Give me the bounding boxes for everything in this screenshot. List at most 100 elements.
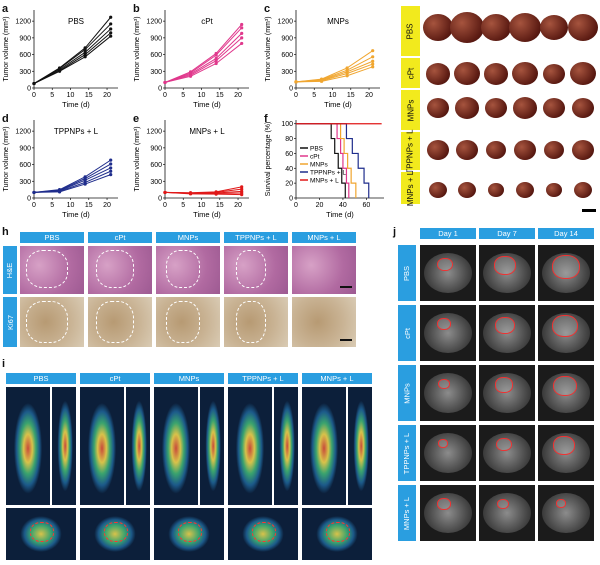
x-tick-label: 0 — [32, 92, 36, 99]
data-point — [345, 66, 349, 70]
pet-coronal-view — [80, 387, 124, 505]
series-line — [164, 33, 243, 83]
x-tick-label: 20 — [316, 202, 324, 209]
data-point — [109, 31, 113, 35]
data-point — [240, 185, 244, 189]
mri-slice — [538, 365, 594, 421]
legend-label: MNPs + L — [310, 178, 339, 185]
y-tick-label: 600 — [281, 52, 293, 59]
j-col-day1: Day 1 — [420, 228, 476, 239]
g-row-label-pbs: PBS — [401, 6, 420, 56]
tumor-boundary — [166, 301, 200, 343]
y-tick-label: 60 — [285, 151, 293, 158]
tumor-photo — [458, 182, 476, 199]
h-col-mnps: MNPs — [156, 232, 220, 243]
data-point — [214, 192, 218, 196]
pet-coronal-view — [154, 387, 198, 505]
tumor-photo — [543, 64, 565, 84]
j-row-pbs: PBS — [398, 245, 416, 301]
pet-sagittal-view — [274, 387, 298, 505]
tumor-boundary — [236, 250, 266, 288]
tumor-roi — [496, 498, 509, 509]
g-row-label-mnps-l: MNPs + L — [401, 170, 420, 206]
x-tick-label: 0 — [163, 92, 167, 99]
tumor-photo — [572, 98, 594, 118]
y-axis-label: Tumor volume (mm³) — [265, 16, 272, 81]
x-tick-label: 20 — [234, 92, 242, 99]
data-point — [57, 69, 62, 73]
series-line — [33, 23, 112, 84]
data-point — [57, 190, 62, 194]
series-line — [33, 170, 111, 193]
data-point — [83, 47, 87, 52]
scale-bar — [340, 339, 352, 341]
data-point — [109, 173, 113, 177]
he-stain-image — [88, 246, 152, 294]
data-point — [319, 79, 324, 83]
panel-letter-d: d — [2, 113, 9, 125]
series-line — [33, 167, 111, 193]
data-point — [240, 22, 244, 27]
chart-e-mnps-l: 0 300 600 900 1200 0 5 10 15 20 Time (d) Tumor volu… — [134, 120, 249, 219]
data-point — [371, 49, 375, 53]
tumor-roi — [556, 499, 566, 508]
data-point — [240, 41, 244, 46]
tumor-photo — [509, 13, 541, 42]
x-axis-label: Time (d) — [193, 100, 221, 109]
data-point — [371, 65, 375, 69]
tumor-roi — [552, 315, 578, 338]
x-tick-label: 60 — [363, 202, 371, 209]
x-tick-label: 5 — [50, 202, 54, 209]
tumor-boundary — [236, 301, 266, 343]
y-tick-label: 100 — [281, 121, 293, 128]
tumor-photo — [486, 141, 506, 159]
h-col-tppnps-l: TPPNPs + L — [224, 232, 288, 243]
legend-label: cPt — [310, 154, 320, 161]
data-point — [188, 192, 193, 196]
ki67-stain-image — [20, 297, 84, 347]
series-line — [164, 24, 243, 83]
tumor-roi — [495, 437, 512, 452]
pet-coronal-view — [302, 387, 346, 505]
tumor-photo — [546, 183, 562, 198]
data-point — [83, 178, 87, 182]
i-col-pbs: PBS — [6, 373, 76, 384]
data-point — [109, 166, 113, 170]
panel-letter-i: i — [2, 358, 6, 370]
tumor-photo — [568, 14, 598, 41]
data-point — [83, 52, 87, 57]
mri-body-section — [542, 313, 590, 353]
x-tick-label: 15 — [216, 92, 224, 99]
series-line — [164, 37, 243, 83]
panel-letter-b: b — [133, 3, 140, 15]
x-tick-label: 10 — [198, 202, 206, 209]
data-point — [109, 27, 113, 31]
y-tick-label: 300 — [19, 69, 31, 76]
x-tick-label: 15 — [347, 92, 355, 99]
tumor-photo — [512, 62, 538, 86]
tumor-boundary — [96, 301, 134, 343]
data-point — [109, 15, 113, 19]
chart-title: PBS — [68, 17, 84, 26]
series-line — [296, 123, 370, 198]
j-row-cpt: cPt — [398, 305, 416, 361]
y-tick-label: 600 — [19, 162, 31, 169]
ki67-stain-image — [88, 297, 152, 347]
x-tick-label: 10 — [67, 202, 75, 209]
y-tick-label: 300 — [150, 69, 162, 76]
pet-axial-view — [154, 508, 224, 560]
data-point — [240, 36, 244, 40]
series-line — [164, 27, 243, 83]
data-point — [240, 187, 244, 191]
x-axis-label: Time (d) — [324, 100, 352, 109]
mri-slice — [479, 425, 535, 481]
pet-coronal-view — [6, 387, 50, 505]
tumor-photo — [570, 62, 596, 86]
mri-slice — [538, 245, 594, 301]
data-point — [109, 162, 113, 166]
y-tick-label: 300 — [19, 179, 31, 186]
tumor-photo — [485, 98, 507, 118]
tumor-roi — [552, 375, 577, 397]
y-tick-label: 600 — [150, 52, 162, 59]
x-tick-label: 0 — [163, 202, 167, 209]
